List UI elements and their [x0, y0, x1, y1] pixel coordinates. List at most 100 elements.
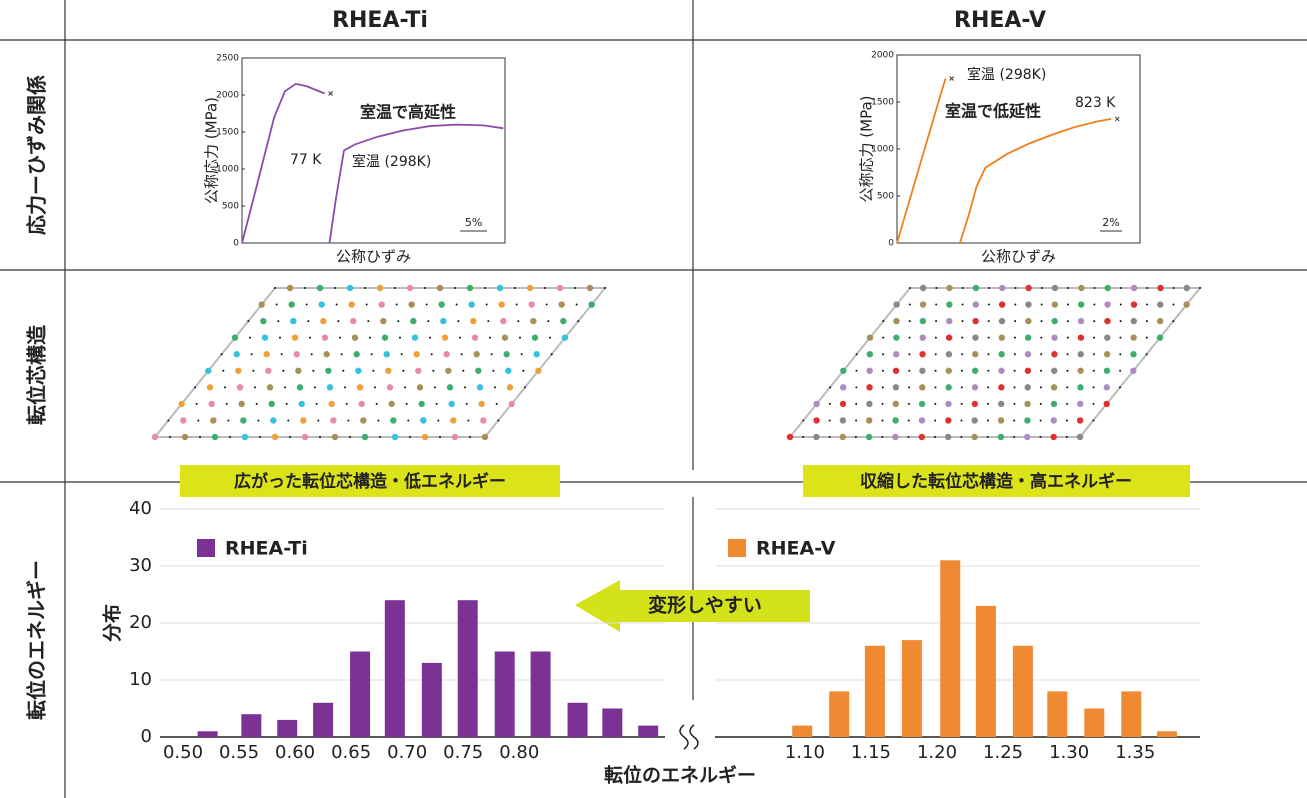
atom [1078, 285, 1084, 291]
atom [462, 370, 464, 372]
bar [602, 709, 622, 738]
atom [1131, 301, 1137, 307]
atom [1077, 384, 1083, 390]
bar [1047, 691, 1067, 737]
atom [1146, 353, 1148, 355]
atom [882, 337, 884, 339]
atom [892, 434, 898, 440]
atom [508, 401, 514, 407]
atom [412, 334, 418, 340]
y-axis-label: 分布 [101, 604, 124, 642]
atom [457, 320, 459, 322]
y-tick-label: 500 [222, 202, 239, 212]
atom [415, 368, 421, 374]
atom [1172, 304, 1174, 306]
atom [987, 419, 989, 421]
atom [1130, 334, 1136, 340]
y-tick-label: 500 [877, 192, 894, 202]
atom [357, 384, 363, 390]
atom [934, 419, 936, 421]
bar [976, 606, 996, 737]
atom [973, 301, 979, 307]
atom [1051, 334, 1057, 340]
atom [374, 386, 376, 388]
atom [527, 285, 533, 291]
atom [935, 353, 937, 355]
atom [1013, 419, 1015, 421]
atom [317, 419, 319, 421]
atom [424, 287, 426, 289]
atom [945, 384, 951, 390]
atom [813, 401, 819, 407]
atom [1078, 351, 1084, 357]
atom [300, 417, 306, 423]
atom [260, 318, 266, 324]
fracture-marker [950, 77, 954, 81]
atom [908, 386, 910, 388]
atom [840, 401, 846, 407]
atom [988, 287, 990, 289]
atom [882, 403, 884, 405]
atom [295, 368, 301, 374]
atom [466, 403, 468, 405]
atom [1066, 419, 1068, 421]
atom [1014, 353, 1016, 355]
atom [1104, 318, 1110, 324]
atom [480, 417, 486, 423]
atom [437, 285, 443, 291]
lattice-atoms [152, 285, 1201, 440]
atom [909, 337, 911, 339]
atom [311, 353, 313, 355]
atom [920, 301, 926, 307]
bar [792, 726, 812, 737]
atom [961, 320, 963, 322]
atom [494, 386, 496, 388]
atom [908, 353, 910, 355]
atom [576, 304, 578, 306]
atom [1067, 320, 1069, 322]
atom [522, 370, 524, 372]
atom [290, 318, 296, 324]
atom [1157, 318, 1163, 324]
y-axis-label: 公称応力 (MPa) [203, 97, 221, 204]
atom [961, 337, 963, 339]
atom [298, 401, 304, 407]
atom [524, 386, 526, 388]
x-tick-label: 1.10 [785, 742, 825, 763]
atom [577, 320, 579, 322]
atom [866, 368, 872, 374]
column-header: RHEA-V [954, 8, 1046, 33]
atom [306, 304, 308, 306]
atom [908, 370, 910, 372]
atom [265, 368, 271, 374]
axis-break [680, 725, 698, 749]
atom [893, 384, 899, 390]
atom [502, 334, 508, 340]
atom [473, 351, 479, 357]
atom [855, 436, 857, 438]
atom [362, 434, 368, 440]
atom [497, 419, 499, 421]
atom [182, 434, 188, 440]
atom [988, 304, 990, 306]
atom [328, 401, 334, 407]
atom [249, 337, 251, 339]
atom [489, 337, 491, 339]
atom [1025, 285, 1031, 291]
atom [1040, 403, 1042, 405]
atom [998, 368, 1004, 374]
atom [194, 386, 196, 388]
x-tick-label: 0.65 [331, 742, 371, 763]
atom [972, 384, 978, 390]
lattice-frame [155, 288, 605, 437]
atom [1067, 287, 1069, 289]
atom [372, 370, 374, 372]
atom [252, 370, 254, 372]
atom [999, 301, 1005, 307]
atom [530, 318, 536, 324]
atom [287, 285, 293, 291]
atom [999, 318, 1005, 324]
legend-label: RHEA-Ti [225, 538, 308, 560]
atom [390, 417, 396, 423]
atom [464, 386, 466, 388]
